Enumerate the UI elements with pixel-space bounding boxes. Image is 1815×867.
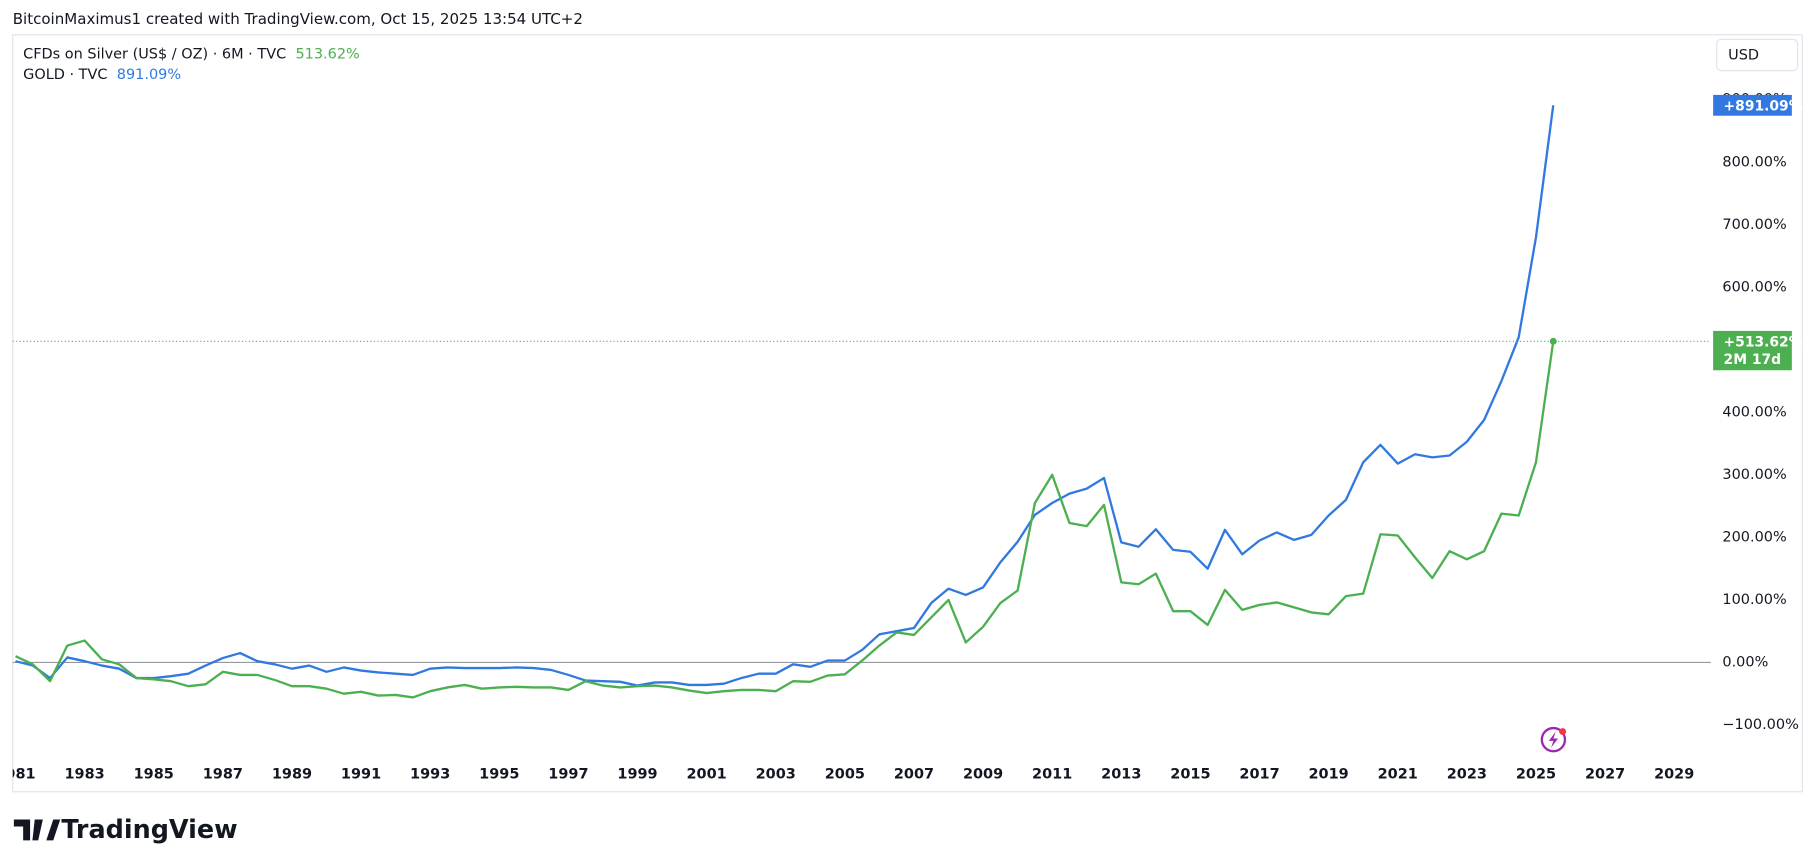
y-tick-label: 200.00% [1722, 529, 1786, 545]
x-tick-label: 2015 [1170, 766, 1210, 782]
price-badge [1713, 94, 1792, 116]
x-tick-label: 1981 [0, 766, 36, 782]
x-tick-label: 2013 [1101, 766, 1141, 782]
x-tick-label: 2001 [687, 766, 727, 782]
last-point [1549, 337, 1557, 345]
x-tick-label: 1991 [341, 766, 381, 782]
legend-value: 891.09% [117, 67, 181, 83]
x-tick-label: 1993 [410, 766, 450, 782]
price-badge-label: +891.09% [1724, 98, 1803, 114]
lightning-icon[interactable] [1540, 726, 1567, 753]
logo: TradingView [13, 815, 238, 845]
x-tick-label: 2005 [825, 766, 865, 782]
price-badge [1713, 330, 1792, 371]
x-tick-label: 2007 [894, 766, 934, 782]
y-tick-label: 700.00% [1722, 217, 1786, 233]
legend-value: 513.62% [295, 46, 359, 62]
brand-name: TradingView [61, 815, 237, 845]
x-tick-label: 2023 [1447, 766, 1487, 782]
legend-name: CFDs on Silver (US$ / OZ) · 6M · TVC [23, 46, 286, 62]
x-tick-label: 1985 [134, 766, 174, 782]
x-tick-label: 2021 [1378, 766, 1418, 782]
x-tick-label: 2011 [1032, 766, 1072, 782]
x-tick-label: 2027 [1585, 766, 1625, 782]
y-tick-label: −100.00% [1722, 717, 1798, 733]
x-tick-label: 2029 [1654, 766, 1694, 782]
legend-name: GOLD · TVC [23, 67, 107, 83]
x-tick-label: 2017 [1239, 766, 1279, 782]
y-tick-label: 600.00% [1722, 279, 1786, 295]
x-tick-label: 2025 [1516, 766, 1556, 782]
currency-label[interactable]: USD [1728, 48, 1759, 64]
x-tick-label: 1995 [479, 766, 519, 782]
countdown-label: 2M 17d [1724, 352, 1782, 368]
currency-button[interactable] [1716, 38, 1799, 72]
series-line [15, 341, 1555, 699]
header: BitcoinMaximus1 created with TradingView… [13, 10, 583, 28]
x-tick-label: 2003 [756, 766, 796, 782]
chart-frame [12, 34, 1803, 793]
x-tick-label: 1983 [64, 766, 104, 782]
x-tick-label: 2019 [1309, 766, 1349, 782]
y-tick-label: 100.00% [1722, 592, 1786, 608]
price-badge-label: +513.62% [1724, 334, 1803, 350]
x-tick-label: 1999 [617, 766, 657, 782]
y-tick-label: 800.00% [1722, 154, 1786, 170]
series-line [15, 105, 1555, 687]
x-tick-label: 1997 [548, 766, 588, 782]
y-tick-label: 400.00% [1722, 404, 1786, 420]
x-tick-label: 1987 [203, 766, 243, 782]
x-tick-label: 2009 [963, 766, 1003, 782]
y-tick-label: 300.00% [1722, 467, 1786, 483]
y-tick-label: 0.00% [1722, 654, 1768, 670]
x-tick-label: 1989 [272, 766, 312, 782]
